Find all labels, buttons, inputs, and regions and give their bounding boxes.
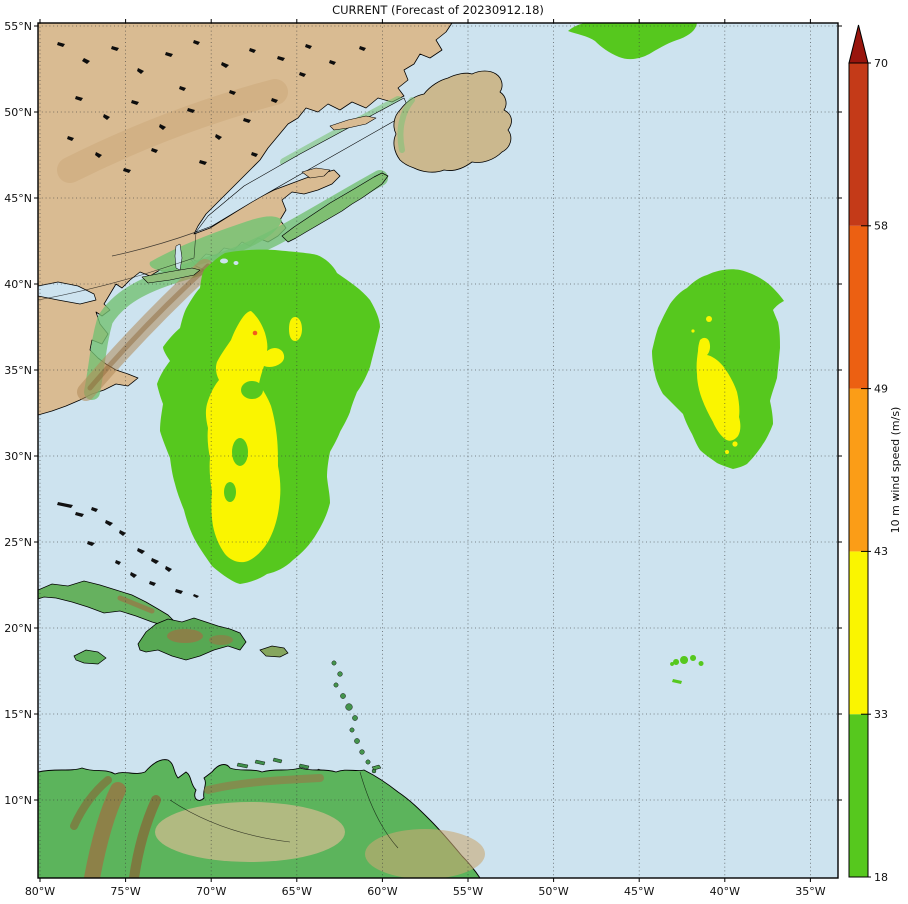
- cuba-mountains: [117, 595, 155, 614]
- lat-tick-label: 15°N: [4, 708, 32, 721]
- long-island: [141, 267, 201, 284]
- colorbar-segment: [849, 225, 868, 389]
- andes-ridge-east: [129, 795, 161, 878]
- colorbar-tick-label: 70: [874, 57, 888, 70]
- colorbar: 18 33 43 49 58 70: [848, 24, 888, 884]
- lat-tick-label: 20°N: [4, 622, 32, 635]
- lon-tick-label: 70°W: [196, 885, 226, 898]
- secondary-swath-yellow-specks: [691, 316, 738, 454]
- lon-tick-label: 60°W: [367, 885, 397, 898]
- lat-tick-label: 55°N: [4, 20, 32, 33]
- colorbar-tick-label: 58: [874, 220, 888, 233]
- north-america-landmass: [38, 23, 512, 419]
- yellow-core-green-notch-3: [224, 482, 236, 502]
- axis-ticks: [34, 19, 842, 882]
- mid-atlantic-green-specks: [670, 655, 704, 684]
- st-lawrence-river: [195, 97, 411, 233]
- primary-swath-hole-2: [233, 261, 239, 265]
- lat-tick-label: 50°N: [4, 106, 32, 119]
- colorbar-frame: [848, 62, 869, 878]
- colorbar-segment: [849, 551, 868, 715]
- venezuela-coastal-range: [204, 774, 324, 794]
- lon-tick-label: 55°W: [453, 885, 483, 898]
- ottawa-river: [111, 231, 197, 257]
- wind-swaths: [157, 23, 784, 684]
- plot-frame: [37, 22, 839, 879]
- lat-tick-label: 10°N: [4, 794, 32, 807]
- gridlines: [38, 23, 838, 878]
- lat-tick-label: 35°N: [4, 364, 32, 377]
- nova-scotia: [281, 172, 389, 243]
- lat-tick-label: 30°N: [4, 450, 32, 463]
- caribbean-islands: [38, 502, 382, 788]
- hispaniola-mountains-east: [209, 635, 233, 645]
- appalachians-crest: [87, 263, 211, 391]
- lon-tick-label: 50°W: [538, 885, 568, 898]
- lon-tick-label: 75°W: [110, 885, 140, 898]
- colorbar-segment: [849, 63, 868, 226]
- sa-llanos-tint: [155, 802, 345, 862]
- sa-guiana-highlands: [365, 829, 485, 878]
- yellow-core-green-notch-1: [241, 381, 263, 399]
- secondary-swath-yellow-core: [696, 337, 741, 441]
- primary-swath-orange-spot: [252, 330, 258, 336]
- primary-swath-hole: [220, 258, 228, 264]
- colorbar-axis-label: 10 m wind speed (m/s): [889, 407, 902, 534]
- newfoundland-green-edge: [397, 97, 415, 153]
- lon-tick-label: 80°W: [25, 885, 55, 898]
- axis-labels: 80°W 75°W 70°W 65°W 60°W 55°W 50°W 45°W 40°W 35°W…: [4, 20, 825, 898]
- na-new-england-green: [149, 216, 282, 272]
- colorbar-tick-label: 33: [874, 708, 888, 721]
- abc-and-venezuela-islands: [236, 757, 326, 775]
- colorbar-over-arrow: [848, 24, 869, 64]
- appalachians-ridge: [77, 259, 214, 401]
- colorbar-tick-label: 43: [874, 545, 888, 558]
- colorbar-tick-label: 18: [874, 871, 888, 884]
- lake-ontario: [38, 281, 97, 305]
- lon-tick-label: 35°W: [795, 885, 825, 898]
- lat-tick-label: 40°N: [4, 278, 32, 291]
- na-gulf-shore-green: [280, 96, 402, 166]
- lat-tick-label: 25°N: [4, 536, 32, 549]
- north-edge-green-blob: [568, 23, 697, 60]
- jamaica: [73, 649, 107, 665]
- colorbar-tick-label: 49: [874, 382, 888, 395]
- lon-tick-label: 65°W: [282, 885, 312, 898]
- lon-tick-label: 40°W: [710, 885, 740, 898]
- tobago: [371, 764, 382, 771]
- andes-ridge-coastal: [70, 776, 112, 830]
- lon-tick-label: 45°W: [624, 885, 654, 898]
- us-canada-border: [38, 231, 197, 301]
- yellow-core-green-notch-2: [232, 438, 248, 466]
- hispaniola-mountains: [167, 629, 203, 643]
- plot-title: CURRENT (Forecast of 20230912.18): [332, 3, 544, 17]
- colorbar-segment: [849, 714, 868, 877]
- colorbar-segment: [849, 388, 868, 552]
- prince-edward-island: [301, 167, 331, 179]
- na-highland-tint: [57, 79, 288, 183]
- anticosti-island: [329, 115, 377, 131]
- south-america-landmass: [38, 759, 485, 878]
- lesser-antilles: [331, 660, 377, 774]
- andes-ridge-west: [84, 782, 126, 878]
- sa-border-lines: [169, 771, 399, 849]
- puerto-rico: [259, 645, 289, 658]
- lat-tick-label: 45°N: [4, 192, 32, 205]
